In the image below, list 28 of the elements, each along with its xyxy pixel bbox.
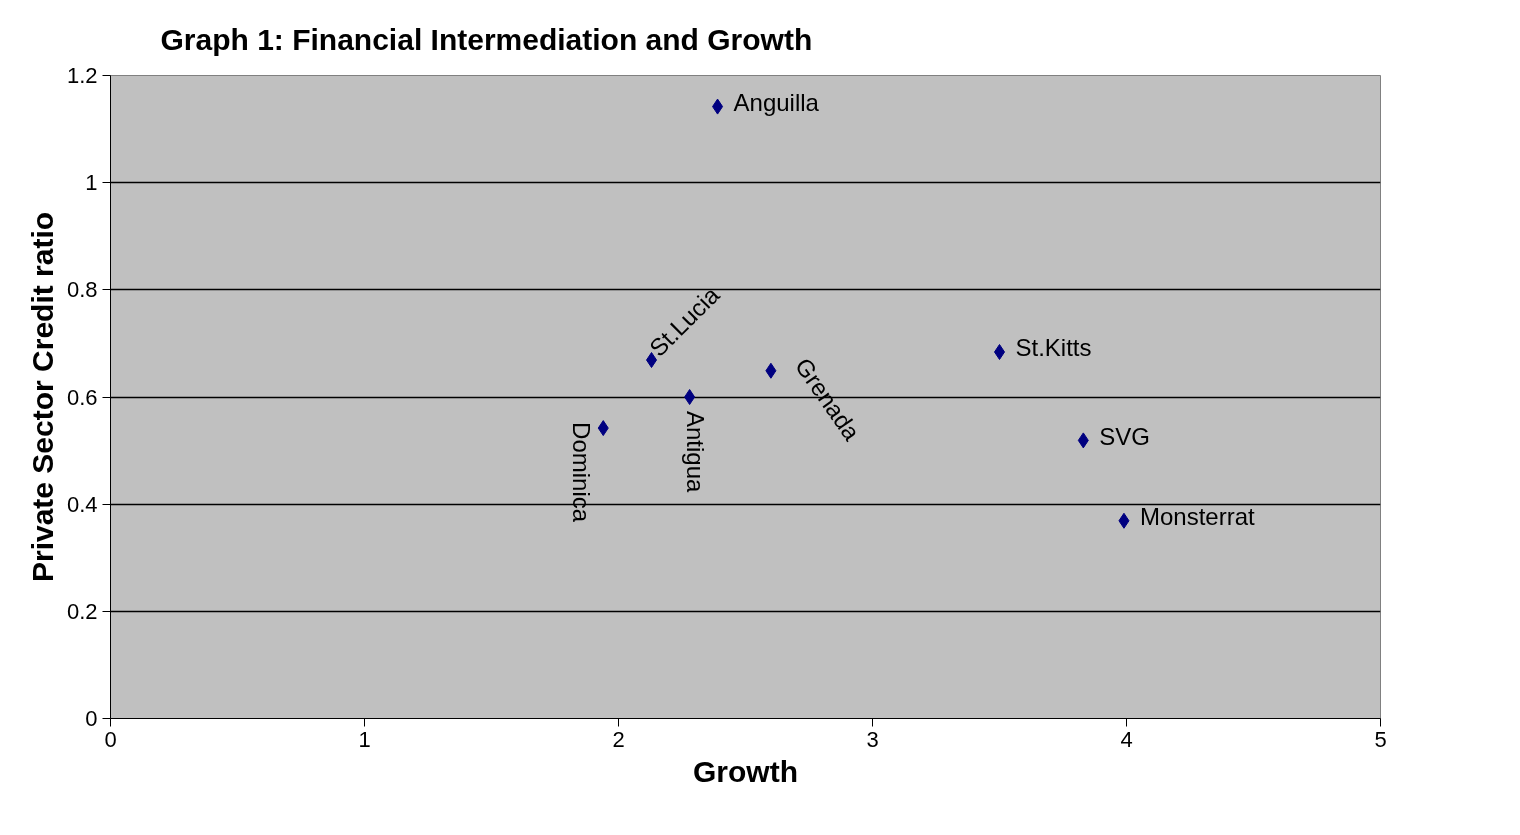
point xyxy=(765,362,777,379)
x-tick-label: 0 xyxy=(104,726,117,752)
y-axis-title: Private Sector Credit ratio xyxy=(25,211,59,583)
point xyxy=(1077,432,1089,449)
annotation: Anguilla xyxy=(733,89,820,117)
y-tick-label: 0.6 xyxy=(66,384,98,410)
annotation: Antigua xyxy=(682,411,710,494)
y-tick-label: 1 xyxy=(85,170,98,196)
annotation: Dominica xyxy=(567,422,595,523)
point xyxy=(597,420,609,437)
y-tick-label: 0 xyxy=(85,706,98,731)
y-tick-label: 0.8 xyxy=(66,277,98,303)
annotation: SVG xyxy=(1099,422,1151,450)
annotation: Monsterrat xyxy=(1139,503,1255,531)
point xyxy=(712,98,724,115)
point xyxy=(684,389,696,405)
annotation: St.Kitts xyxy=(1015,334,1092,362)
x-tick-label: 2 xyxy=(612,726,625,752)
y-tick-label: 0.2 xyxy=(66,598,98,624)
chart-title: Graph 1: Financial Intermediation and Growth xyxy=(160,22,813,56)
y-tick-label: 1.2 xyxy=(66,63,98,88)
point xyxy=(1118,512,1130,529)
x-tick-label: 1 xyxy=(358,726,371,752)
y-tick-label: 0.4 xyxy=(66,491,98,517)
x-tick-label: 4 xyxy=(1120,726,1133,752)
x-tick-label: 5 xyxy=(1374,726,1387,752)
x-axis-title: Growth xyxy=(693,754,799,788)
x-tick-label: 3 xyxy=(866,726,879,752)
